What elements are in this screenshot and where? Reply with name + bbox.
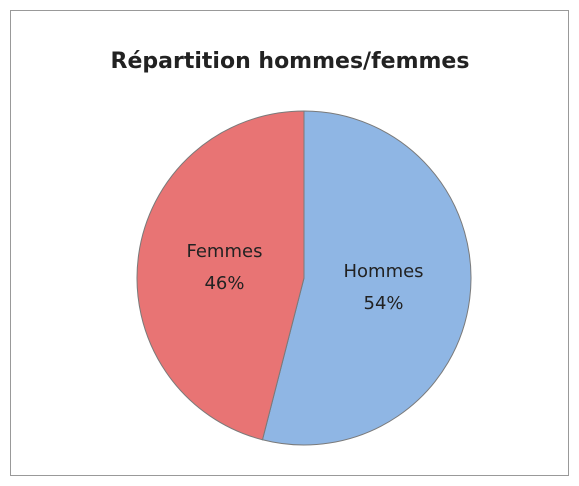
slice-value-label: 46% xyxy=(204,273,244,294)
slice-label: Femmes xyxy=(186,241,262,262)
pie-slice xyxy=(261,110,472,446)
chart-title: Répartition hommes/femmes xyxy=(111,49,470,74)
slice-label: Hommes xyxy=(343,261,423,282)
slice-value-label: 54% xyxy=(364,293,404,314)
pie-slice xyxy=(136,110,305,441)
